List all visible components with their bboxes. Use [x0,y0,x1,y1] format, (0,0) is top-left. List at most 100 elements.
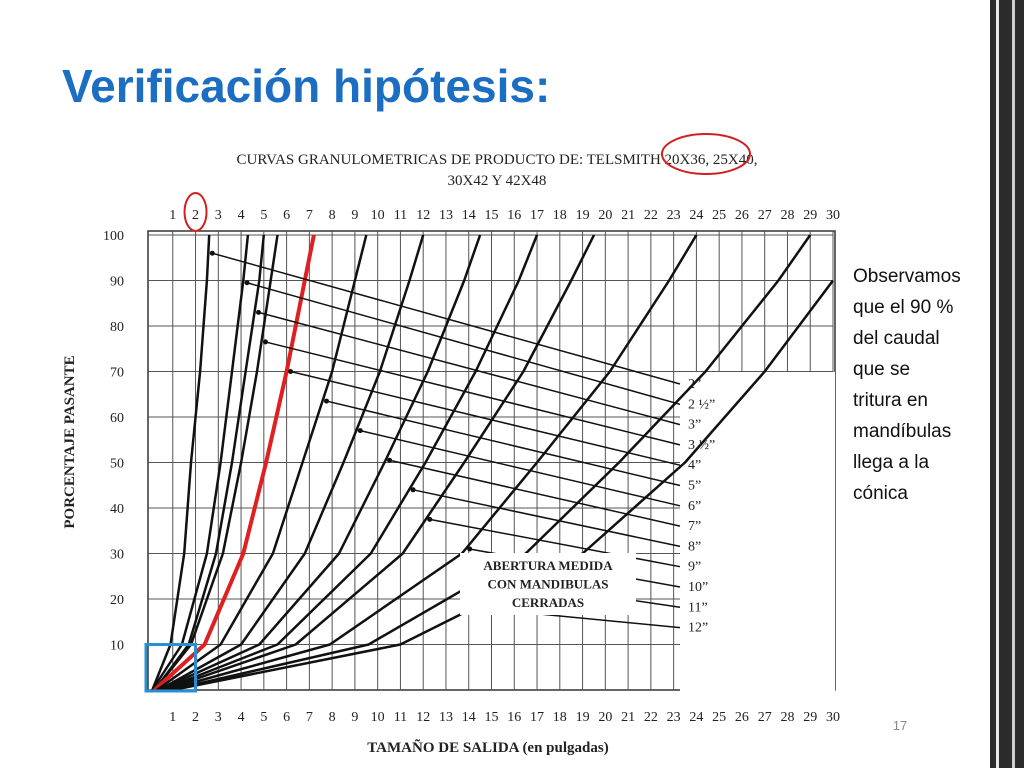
side-border [990,0,1024,768]
arrow-head [467,546,473,552]
x-tick-label: 11 [394,208,407,223]
x-tick-label: 9 [351,710,358,725]
note-line: que el 90 % [853,297,953,318]
y-tick-label: 40 [110,502,124,517]
y-tick-label: 80 [110,320,124,335]
y-tick-label: 90 [110,275,124,290]
curve [156,234,368,692]
arrow-head [427,516,433,522]
x-tick-label: 16 [507,208,521,223]
curve [170,234,812,692]
x-tick-label: 12 [416,208,430,223]
x-tick-label: 29 [803,710,817,725]
x-tick-label: 13 [439,208,453,223]
note-line: tritura en [853,390,928,411]
x-tick-label: 28 [780,208,794,223]
x-tick-label: 8 [329,208,336,223]
legend-label: 5” [688,479,701,494]
y-tick-label: 20 [110,593,124,608]
legend-label: 8” [688,539,701,554]
x-tick-label: 19 [576,208,590,223]
note-line: llega a la [853,452,929,473]
x-tick-label: 1 [169,208,176,223]
chart-title: 30X42 Y 42X48 [448,173,547,189]
annotation-box [460,553,636,615]
note-line: cónica [853,483,908,504]
curve [165,234,698,692]
arrow-head [209,250,215,256]
y-tick-label: 10 [110,639,124,654]
x-tick-label: 27 [758,710,772,725]
legend-arrow [290,370,681,466]
x-tick-label: 24 [689,710,703,725]
x-tick-label: 7 [306,208,313,223]
plot: 1122334455667788991010111112121313141415… [103,133,840,725]
x-tick-label: 10 [371,710,385,725]
x-tick-label: 30 [826,710,840,725]
x-tick-label: 14 [462,710,476,725]
x-tick-label: 15 [485,710,499,725]
x-tick-label: 30 [826,208,840,223]
x-tick-label: 25 [712,710,726,725]
x-tick-label: 15 [485,208,499,223]
x-tick-label: 27 [758,208,772,223]
legend-arrow [258,311,681,426]
x-tick-label: 8 [329,710,336,725]
note-line: Observamos [853,266,961,287]
legend-arrow [246,282,681,406]
x-tick-label: 12 [416,710,430,725]
x-tick-label: 23 [667,710,681,725]
legend-label: 12” [688,621,708,636]
curve [163,234,596,692]
x-tick-label: 29 [803,208,817,223]
x-tick-label: 5 [260,208,267,223]
annotation: ABERTURA MEDIDA [483,558,613,573]
legend-arrow [412,489,681,548]
legend-label: 11” [688,600,708,615]
note-line: del caudal [853,328,940,349]
curve [158,234,482,692]
y-tick-label: 60 [110,411,124,426]
y-tick-label: 100 [103,229,124,244]
x-tick-label: 26 [735,710,749,725]
legend-arrow [326,400,681,487]
x-tick-label: 11 [394,710,407,725]
legend-arrow [360,429,681,507]
highlight-circle [661,133,751,175]
x-tick-label: 21 [621,208,635,223]
y-tick-label: 70 [110,366,124,381]
x-tick-label: 18 [553,208,567,223]
highlight-circle [183,192,208,232]
curve [172,279,834,692]
x-tick-label: 7 [306,710,313,725]
y-axis-label: PORCENTAJE PASANTE [62,355,78,528]
x-tick-label: 18 [553,710,567,725]
x-tick-label: 2 [192,710,199,725]
legend-label: 4” [688,458,701,473]
x-tick-label: 22 [644,710,658,725]
highlight-box [144,643,198,693]
side-stripe [1012,0,1015,768]
note-line: mandíbulas [853,421,951,442]
arrow-head [357,428,363,434]
arrow-head [244,280,250,286]
x-tick-label: 26 [735,208,749,223]
x-tick-label: 24 [689,208,703,223]
legend-label: 3 ½” [688,438,715,453]
x-tick-label: 17 [530,208,544,223]
legend-arrow [265,341,681,446]
x-tick-label: 17 [530,710,544,725]
side-stripe [996,0,999,768]
legend-label: 9” [688,560,701,575]
legend-arrow [212,252,681,385]
x-tick-label: 2 [192,208,199,223]
x-tick-label: 3 [215,710,222,725]
x-tick-label: 9 [351,208,358,223]
page-number: 17 [893,718,907,733]
annotation: CON MANDIBULAS [488,577,609,592]
arrow-head [324,398,330,404]
arrow-head [262,339,268,345]
x-tick-label: 28 [780,710,794,725]
arrow-head [387,457,393,463]
